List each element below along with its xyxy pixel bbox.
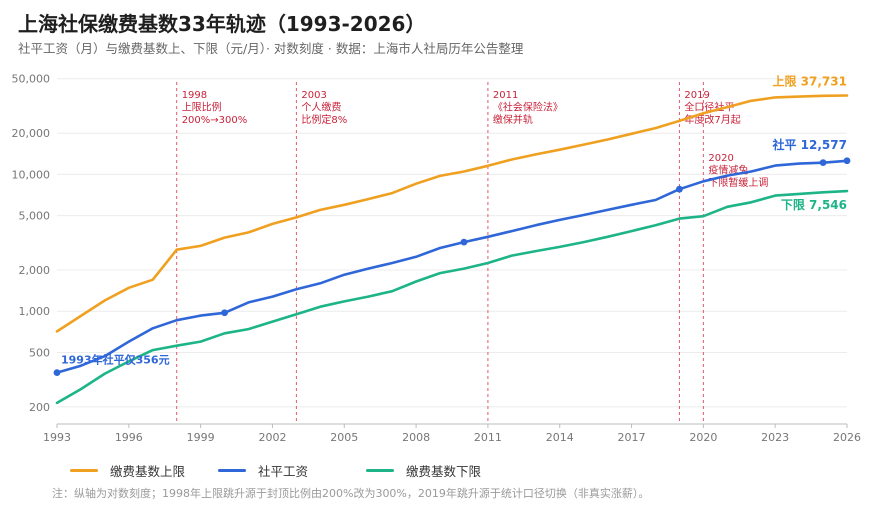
series-end-label: 上限 37,731 bbox=[773, 73, 848, 88]
series-marker bbox=[53, 369, 61, 377]
series-marker bbox=[221, 309, 228, 317]
x-tick-label: 2020 bbox=[689, 431, 717, 444]
annotation-text: 上限比例 bbox=[182, 101, 222, 114]
series-line bbox=[55, 159, 849, 374]
chart-title: 上海社保缴费基数33年轨迹（1993-2026） bbox=[18, 12, 426, 36]
annotation-text: 缴保并轨 bbox=[493, 113, 533, 126]
y-tick-label: 2,000 bbox=[19, 264, 51, 277]
legend-swatch-average bbox=[218, 469, 246, 472]
y-tick-label: 200 bbox=[29, 401, 50, 414]
annotation-text: 下限暂缓上调 bbox=[708, 176, 768, 189]
x-tick-label: 1996 bbox=[115, 431, 143, 444]
annotation-text: 1998 bbox=[182, 90, 207, 101]
x-tick-label: 1993 bbox=[43, 431, 71, 444]
chart-legend: 缴费基数上限 社平工资 缴费基数下限 bbox=[70, 461, 514, 480]
annotation-text: 2020 bbox=[708, 153, 733, 164]
legend-label-average: 社平工资 bbox=[258, 464, 309, 479]
y-tick-label: 1,000 bbox=[19, 305, 51, 318]
series-line bbox=[55, 189, 849, 405]
legend-swatch-lower bbox=[366, 469, 394, 472]
legend-item-average: 社平工资 bbox=[218, 461, 366, 480]
x-tick-label: 2011 bbox=[474, 431, 502, 444]
legend-item-lower: 缴费基数下限 bbox=[366, 461, 514, 480]
x-tick-label: 2014 bbox=[546, 431, 574, 444]
series-end-label: 社平 12,577 bbox=[772, 137, 848, 152]
annotation-text: 《社会保险法》 bbox=[493, 101, 563, 114]
series-marker bbox=[819, 159, 827, 167]
y-tick-label: 500 bbox=[29, 346, 50, 359]
annotation-text: 2019 bbox=[684, 90, 709, 101]
x-tick-label: 2026 bbox=[833, 431, 861, 444]
annotation-text: 2011 bbox=[493, 90, 518, 101]
annotation-text: 2003 bbox=[301, 90, 326, 101]
annotation-text: 比例定8% bbox=[301, 113, 347, 126]
y-tick-label: 20,000 bbox=[12, 127, 51, 140]
chart-subtitle: 社平工资（月）与缴费基数上、下限（元/月）· 对数刻度 · 数据：上海市人社局历… bbox=[18, 41, 524, 56]
x-tick-label: 2005 bbox=[330, 431, 358, 444]
chart-footnote: 注：纵轴为对数刻度；1998年上限跳升源于封顶比例由200%改为300%，201… bbox=[52, 487, 650, 500]
annotation-text: 个人缴费 bbox=[301, 101, 341, 114]
callout-text: 1993年社平仅356元 bbox=[61, 353, 170, 367]
y-tick-label: 5,000 bbox=[19, 210, 51, 223]
x-tick-label: 2008 bbox=[402, 431, 430, 444]
series-marker bbox=[843, 157, 851, 165]
annotation-text: 全口径社平 bbox=[684, 101, 734, 114]
x-tick-label: 2002 bbox=[258, 431, 286, 444]
annotation-text: 年度改7月起 bbox=[684, 113, 740, 126]
series-marker bbox=[460, 238, 468, 246]
series-line bbox=[55, 94, 849, 333]
x-tick-label: 2023 bbox=[761, 431, 789, 444]
legend-swatch-upper bbox=[70, 469, 98, 472]
y-tick-label: 10,000 bbox=[12, 168, 51, 181]
legend-label-lower: 缴费基数下限 bbox=[406, 464, 482, 479]
x-tick-label: 2017 bbox=[618, 431, 646, 444]
series-marker bbox=[676, 185, 683, 193]
series-end-label: 下限 7,546 bbox=[781, 197, 847, 212]
line-chart: 200 500 1,000 2,000 5,000 10,000 20,000 50,000 1… bbox=[12, 73, 862, 444]
legend-item-upper: 缴费基数上限 bbox=[70, 461, 218, 480]
y-tick-label: 50,000 bbox=[12, 73, 51, 86]
annotation-text: 200%→300% bbox=[182, 115, 248, 126]
legend-label-upper: 缴费基数上限 bbox=[110, 464, 186, 479]
x-tick-label: 1999 bbox=[187, 431, 215, 444]
